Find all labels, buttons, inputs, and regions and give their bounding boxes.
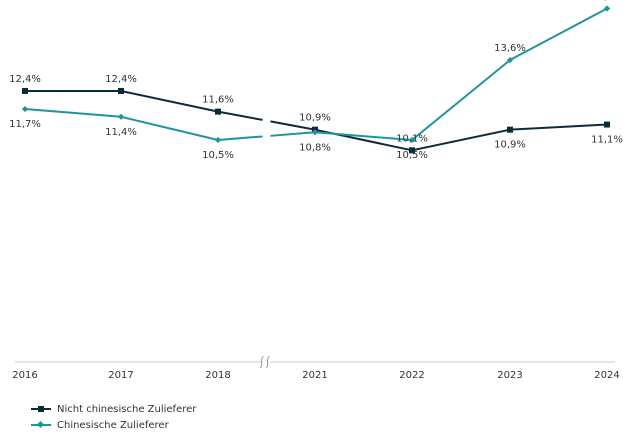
data-point[interactable] [409, 147, 415, 154]
series-layer [21, 5, 611, 154]
data-label: 10,5% [202, 150, 234, 161]
data-label: 11,4% [105, 127, 137, 138]
legend-label-non-chinese: Nicht chinesische Zulieferer [57, 403, 197, 415]
data-label: 15,6% [591, 0, 623, 2]
data-label: 10,9% [494, 140, 526, 151]
x-tick-label: 2018 [205, 370, 230, 381]
data-label: 13,6% [494, 43, 526, 54]
data-label: 12,4% [105, 74, 137, 85]
x-tick-label: 2022 [399, 370, 424, 381]
x-tick-label: 2016 [12, 370, 37, 381]
data-point[interactable] [215, 108, 221, 115]
data-label: 11,7% [9, 119, 41, 130]
data-point[interactable] [22, 88, 28, 94]
series-line [270, 120, 316, 131]
legend-swatch-chinese [31, 420, 51, 430]
data-point[interactable] [21, 105, 29, 113]
legend-label-chinese: Chinesische Zulieferer [57, 419, 169, 431]
x-axis: 2016 2017 2018 2021 2022 2023 2024 [12, 355, 620, 381]
series-line [509, 7, 608, 61]
data-label: 10,5% [396, 150, 428, 161]
legend-item-chinese[interactable]: Chinesische Zulieferer [31, 417, 196, 433]
data-label: 10,9% [299, 113, 331, 124]
data-point[interactable] [604, 121, 610, 128]
data-labels: 12,4% 12,4% 11,6% 10,9% 10,1% 10,9% 11,1% 11,7%… [9, 0, 623, 161]
data-label: 12,4% [9, 74, 41, 85]
legend: Nicht chinesische Zulieferer Chinesische… [31, 401, 196, 433]
legend-swatch-non-chinese [31, 404, 51, 414]
series-line [314, 131, 413, 141]
x-tick-label: 2017 [108, 370, 133, 381]
data-label: 10,1% [396, 133, 428, 144]
series-1 [21, 5, 611, 144]
axis-break-mark [266, 355, 270, 369]
series-line [217, 135, 263, 141]
data-label: 10,8% [299, 142, 331, 153]
x-tick-label: 2021 [302, 370, 327, 381]
x-tick-label: 2023 [497, 370, 522, 381]
data-label: 11,6% [202, 95, 234, 106]
series-line [509, 123, 608, 131]
data-point[interactable] [118, 88, 124, 94]
data-point[interactable] [214, 136, 222, 144]
series-line [24, 108, 122, 118]
data-label: 11,1% [591, 135, 623, 146]
axis-break-mark [260, 355, 264, 369]
data-point[interactable] [117, 113, 125, 120]
x-tick-label: 2024 [594, 370, 619, 381]
series-line [217, 110, 263, 121]
series-line [411, 128, 511, 152]
legend-item-non-chinese[interactable]: Nicht chinesische Zulieferer [31, 401, 196, 417]
series-line [411, 59, 511, 141]
series-line [120, 115, 219, 141]
series-line [120, 90, 219, 113]
series-line [270, 131, 316, 137]
data-point[interactable] [507, 126, 513, 133]
